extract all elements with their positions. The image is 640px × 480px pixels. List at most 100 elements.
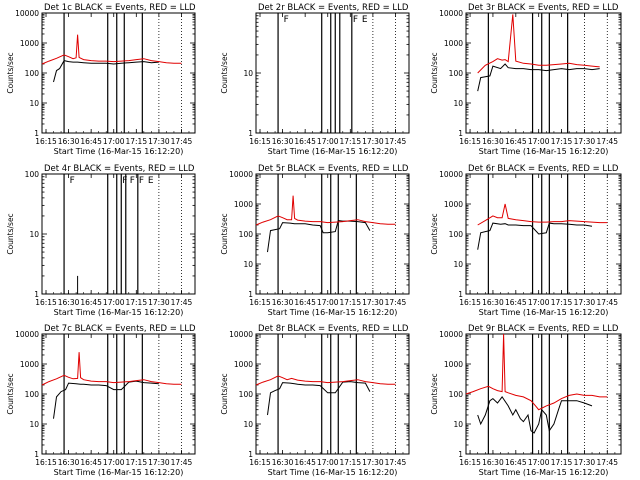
x-tick-label: 16:30 (58, 458, 80, 467)
x-tick-label: 17:15 (551, 298, 573, 307)
plot-frame (41, 333, 196, 455)
x-tick-label: 16:15 (35, 458, 57, 467)
y-tick-label: 1000 (20, 360, 39, 369)
x-tick-label: 17:00 (528, 458, 550, 467)
y-tick-label: 1 (248, 450, 253, 459)
chart-title: Det 8r BLACK = Events, RED = LLD (258, 324, 409, 334)
x-tick-label: 17:45 (596, 458, 618, 467)
x-tick-label: 16:15 (249, 458, 271, 467)
x-tick-label: 16:45 (505, 137, 527, 146)
y-tick-label: 10000 (229, 330, 253, 339)
flag-label: F (284, 15, 289, 25)
x-tick-label: 17:15 (125, 137, 147, 146)
x-tick-label: 16:30 (482, 298, 504, 307)
events-series-line (53, 60, 159, 83)
x-axis-label: Start Time (16-Mar-15 16:12:20) (268, 308, 398, 317)
chart-title: Det 1c BLACK = Events, RED = LLD (44, 3, 196, 13)
x-tick-label: 17:15 (551, 137, 573, 146)
events-series-line (267, 220, 371, 253)
plot-frame (255, 333, 410, 455)
events-series-line (53, 380, 159, 419)
chart-title: Det 6r BLACK = Events, RED = LLD (468, 164, 619, 174)
chart-panel: Det 9r BLACK = Events, RED = LLD 1 10 100 10… (430, 324, 622, 477)
x-tick-label: 16:15 (459, 137, 481, 146)
plot-frame (255, 173, 410, 295)
y-tick-label: 1 (248, 290, 253, 299)
x-tick-label: 17:45 (385, 298, 407, 307)
x-tick-label: 16:45 (505, 458, 527, 467)
y-tick-label: 1000 (234, 200, 253, 209)
y-tick-label: 10 (453, 99, 463, 108)
x-axis-label: Start Time (16-Mar-15 16:12:20) (54, 147, 184, 156)
y-axis-label: Counts/sec (220, 213, 229, 254)
y-axis-label: Counts/sec (430, 52, 439, 93)
y-tick-label: 100 (449, 230, 464, 239)
x-tick-label: 17:30 (148, 298, 170, 307)
y-axis-label: Counts/sec (430, 373, 439, 414)
lld-series-line (41, 352, 182, 386)
chart-title: Det 5r BLACK = Events, RED = LLD (258, 164, 409, 174)
plot-frame (465, 173, 622, 295)
x-tick-label: 17:15 (125, 458, 147, 467)
events-series-line (477, 396, 593, 434)
chart-panel: Det 3r BLACK = Events, RED = LLD 1 10 100 10… (430, 3, 622, 156)
lld-series-line (477, 203, 608, 226)
x-tick-label: 17:30 (362, 298, 384, 307)
plot-frame (465, 12, 622, 134)
y-tick-label: 1000 (444, 39, 463, 48)
x-axis-label: Start Time (16-Mar-15 16:12:20) (268, 147, 398, 156)
x-tick-label: 17:45 (596, 137, 618, 146)
chart-panel: Det 4r BLACK = Events, RED = LLD 1 10 100 16… (6, 164, 196, 317)
x-tick-label: 16:15 (35, 137, 57, 146)
chart-title: Det 9r BLACK = Events, RED = LLD (468, 324, 619, 334)
x-tick-label: 17:00 (317, 137, 339, 146)
y-tick-label: 1 (34, 129, 39, 138)
x-tick-label: 16:30 (58, 298, 80, 307)
chart-title: Det 2r BLACK = Events, RED = LLD (258, 3, 409, 13)
x-tick-label: 17:00 (103, 298, 125, 307)
x-tick-label: 17:15 (339, 137, 361, 146)
x-tick-label: 16:15 (249, 298, 271, 307)
y-tick-label: 100 (25, 390, 40, 399)
y-tick-label: 1 (458, 129, 463, 138)
chart-title: Det 4r BLACK = Events, RED = LLD (44, 164, 195, 174)
lld-series-line (255, 375, 396, 386)
y-tick-label: 10000 (439, 170, 463, 179)
x-tick-label: 16:15 (459, 298, 481, 307)
y-axis-label: Counts/sec (430, 213, 439, 254)
y-tick-label: 10000 (15, 9, 39, 18)
x-axis-label: Start Time (16-Mar-15 16:12:20) (268, 468, 398, 477)
flag-label: E (362, 15, 368, 25)
x-axis-label: Start Time (16-Mar-15 16:12:20) (54, 468, 184, 477)
y-tick-label: 1000 (234, 360, 253, 369)
chart-panel: Det 5r BLACK = Events, RED = LLD 1 10 100 10… (220, 164, 410, 317)
lld-series-line (255, 195, 396, 226)
x-axis-label: Start Time (16-Mar-15 16:12:20) (479, 468, 609, 477)
y-axis-label: Counts/sec (6, 373, 15, 414)
x-tick-label: 17:45 (385, 137, 407, 146)
y-tick-label: 1000 (444, 200, 463, 209)
plot-frame (465, 333, 622, 455)
plot-frame (41, 12, 196, 134)
chart-title: Det 3r BLACK = Events, RED = LLD (468, 3, 619, 13)
flag-label: E (148, 176, 154, 186)
x-tick-label: 16:45 (80, 458, 102, 467)
x-tick-label: 17:45 (171, 458, 193, 467)
x-tick-label: 16:45 (294, 137, 316, 146)
y-tick-label: 10 (29, 230, 39, 239)
flag-label: F (130, 176, 135, 186)
y-tick-label: 1000 (20, 39, 39, 48)
x-tick-label: 16:45 (80, 137, 102, 146)
lld-series-line (477, 14, 600, 74)
y-axis-label: Counts/sec (6, 213, 15, 254)
x-tick-label: 16:30 (482, 137, 504, 146)
y-tick-label: 10 (243, 260, 253, 269)
chart-panel: Det 6r BLACK = Events, RED = LLD 1 10 100 10… (430, 164, 622, 317)
y-tick-label: 1 (458, 450, 463, 459)
x-tick-label: 17:30 (148, 137, 170, 146)
x-tick-label: 16:45 (294, 298, 316, 307)
x-tick-label: 17:00 (317, 298, 339, 307)
x-axis-label: Start Time (16-Mar-15 16:12:20) (54, 308, 184, 317)
y-axis-label: Counts/sec (220, 52, 229, 93)
chart-panel: Det 7c BLACK = Events, RED = LLD 1 10 100 10… (6, 324, 196, 477)
